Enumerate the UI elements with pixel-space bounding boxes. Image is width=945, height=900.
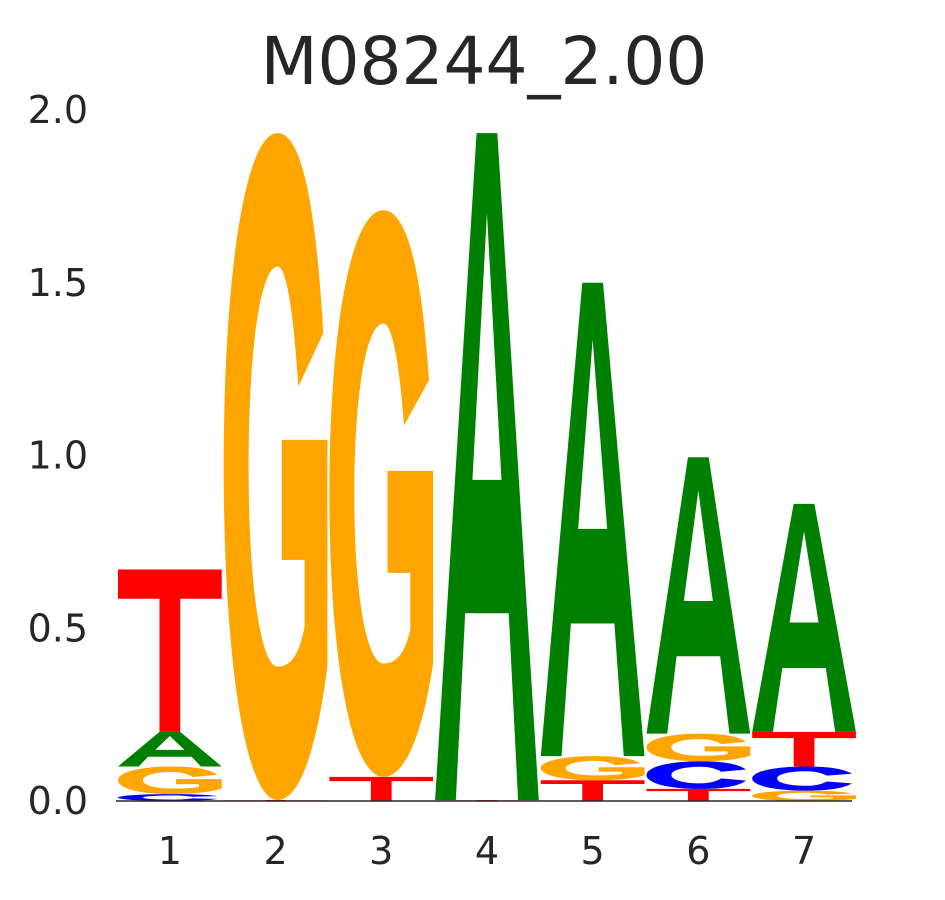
logo-letter-g (540, 756, 645, 781)
logo-letter-c (646, 761, 747, 789)
x-tick-label: 5 (581, 829, 605, 873)
y-axis: 0.0 0.5 1.0 1.5 2.0 (28, 88, 88, 823)
logo-letter-t (646, 788, 751, 801)
logo-letter-g (223, 133, 328, 800)
logo-letter-t (118, 569, 222, 732)
logo-letter-c (118, 794, 218, 801)
y-tick-label: 1.0 (28, 434, 88, 478)
logo-letter-g (646, 733, 751, 762)
x-tick-label: 4 (475, 829, 499, 873)
y-tick-label: 0.5 (28, 606, 88, 650)
y-tick-label: 1.5 (28, 261, 88, 305)
logo-letter-t (540, 780, 645, 801)
logo-letter-t (329, 776, 434, 801)
y-tick-label: 0.0 (28, 779, 88, 823)
y-tick-label: 2.0 (28, 88, 88, 132)
logo-letter-g (752, 790, 856, 801)
logo-letter-c (752, 766, 852, 791)
x-tick-label: 6 (686, 829, 710, 873)
logo-letter-a (540, 282, 645, 757)
logo-letters (118, 133, 856, 801)
x-tick-label: 2 (263, 829, 287, 873)
chart-title: M08244_2.00 (261, 23, 708, 100)
x-axis: 1 2 3 4 5 6 7 (158, 829, 816, 873)
logo-letter-a (435, 133, 539, 800)
logo-letter-a (752, 503, 856, 732)
logo-letter-g (329, 210, 434, 777)
x-tick-label: 3 (369, 829, 393, 873)
logo-letter-a (646, 457, 751, 734)
logo-letter-g (118, 766, 222, 795)
x-tick-label: 7 (792, 829, 816, 873)
logo-letter-t (752, 731, 856, 767)
logo-letter-a (118, 731, 222, 767)
x-tick-label: 1 (158, 829, 182, 873)
